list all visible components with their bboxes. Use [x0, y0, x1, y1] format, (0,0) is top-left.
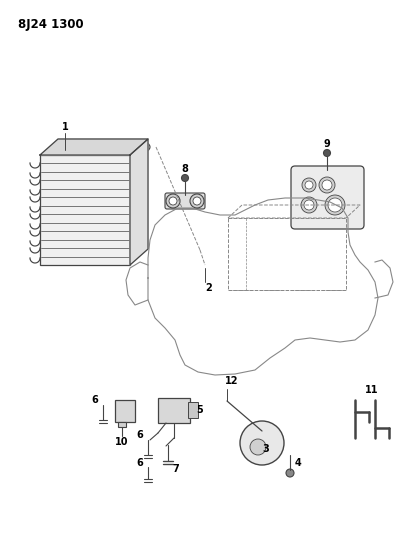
Bar	[40, 155, 130, 265]
Text: 5: 5	[196, 405, 203, 415]
Circle shape	[323, 149, 330, 157]
Text: 10: 10	[115, 437, 128, 447]
Circle shape	[318, 177, 334, 193]
Text: 6: 6	[91, 395, 98, 405]
Text: 8J24 1300: 8J24 1300	[18, 18, 83, 31]
Text: 1: 1	[61, 122, 68, 132]
Text: 11: 11	[365, 385, 378, 395]
Circle shape	[285, 469, 293, 477]
Circle shape	[239, 421, 283, 465]
Circle shape	[324, 195, 344, 215]
Bar	[227, 218, 345, 290]
Circle shape	[249, 439, 265, 455]
Circle shape	[192, 197, 200, 205]
Text: 3: 3	[262, 444, 269, 454]
Text: 6: 6	[136, 430, 143, 440]
Polygon shape	[40, 139, 148, 155]
Bar	[115, 400, 135, 422]
Text: 6: 6	[136, 458, 143, 468]
Polygon shape	[130, 139, 148, 265]
Text: 8: 8	[181, 164, 188, 174]
Circle shape	[304, 181, 312, 189]
Bar	[158, 398, 190, 423]
Circle shape	[327, 198, 341, 212]
Text: 4: 4	[294, 458, 301, 468]
Text: 12: 12	[225, 376, 238, 386]
Circle shape	[168, 197, 176, 205]
Circle shape	[321, 180, 331, 190]
FancyBboxPatch shape	[290, 166, 363, 229]
Circle shape	[166, 194, 180, 208]
FancyBboxPatch shape	[164, 193, 205, 209]
Circle shape	[181, 174, 188, 182]
Circle shape	[303, 200, 313, 210]
Text: 7: 7	[172, 464, 179, 474]
Circle shape	[301, 178, 315, 192]
Ellipse shape	[136, 142, 150, 152]
Bar	[188, 402, 198, 418]
Circle shape	[300, 197, 316, 213]
Text: 9: 9	[323, 139, 330, 149]
Text: 2: 2	[205, 283, 212, 293]
Bar	[118, 422, 126, 427]
Circle shape	[190, 194, 203, 208]
